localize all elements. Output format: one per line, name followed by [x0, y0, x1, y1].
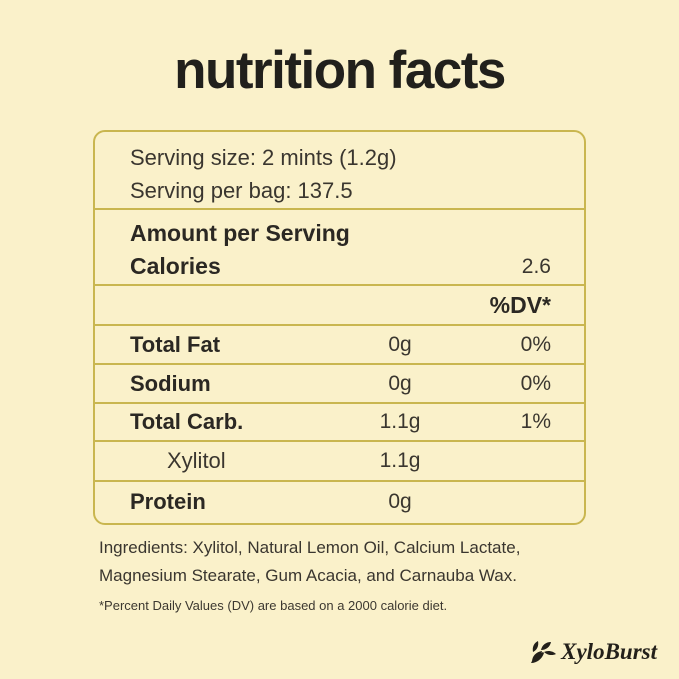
brand-name: XyloBurst: [561, 639, 657, 664]
nutrient-dv: 0%: [520, 332, 551, 356]
daily-value-footnote: *Percent Daily Values (DV) are based on …: [99, 598, 448, 613]
nutrient-row-total-fat: Total Fat 0g 0%: [95, 326, 584, 365]
daily-value-header-label: %DV*: [489, 291, 551, 318]
brand-logo: XyloBurst: [528, 639, 657, 665]
nutrient-label: Protein: [130, 489, 206, 514]
leaf-sprig-icon: [528, 640, 558, 664]
serving-size-text: Serving size: 2 mints (1.2g): [130, 145, 397, 170]
ingredients-text: Ingredients: Xylitol, Natural Lemon Oil,…: [99, 538, 521, 585]
nutrient-label: Sodium: [130, 370, 211, 396]
page-title: nutrition facts: [174, 41, 506, 100]
daily-value-header: %DV*: [95, 286, 584, 326]
nutrient-amount: 1.1g: [379, 449, 421, 472]
serving-info-section: Serving size: 2 mints (1.2g) Serving per…: [95, 132, 584, 210]
nutrient-amount: 0g: [388, 332, 412, 356]
calories-label: Calories: [130, 253, 221, 279]
nutrient-row-xylitol: Xylitol 1.1g: [95, 442, 584, 482]
nutrient-row-protein: Protein 0g: [95, 482, 584, 522]
amount-per-serving-heading: Amount per Serving: [130, 220, 350, 246]
nutrient-label: Total Carb.: [130, 409, 244, 434]
nutrient-label: Xylitol: [167, 448, 226, 473]
nutrient-row-total-carb: Total Carb. 1.1g 1%: [95, 404, 584, 442]
servings-per-bag-text: Serving per bag: 137.5: [130, 178, 353, 203]
nutrient-amount: 0g: [388, 490, 412, 513]
nutrient-dv: 0%: [520, 371, 551, 395]
calories-line: Calories 2.6: [130, 250, 551, 283]
nutrient-amount: 0g: [388, 371, 412, 395]
nutrient-label: Total Fat: [130, 331, 221, 357]
calories-section: Amount per Serving Calories 2.6: [95, 210, 584, 286]
calories-value: 2.6: [521, 255, 551, 278]
nutrient-row-sodium: Sodium 0g 0%: [95, 365, 584, 404]
nutrition-facts-table: Serving size: 2 mints (1.2g) Serving per…: [93, 130, 586, 525]
nutrient-amount: 1.1g: [379, 410, 421, 433]
nutrient-dv: 1%: [520, 410, 551, 433]
